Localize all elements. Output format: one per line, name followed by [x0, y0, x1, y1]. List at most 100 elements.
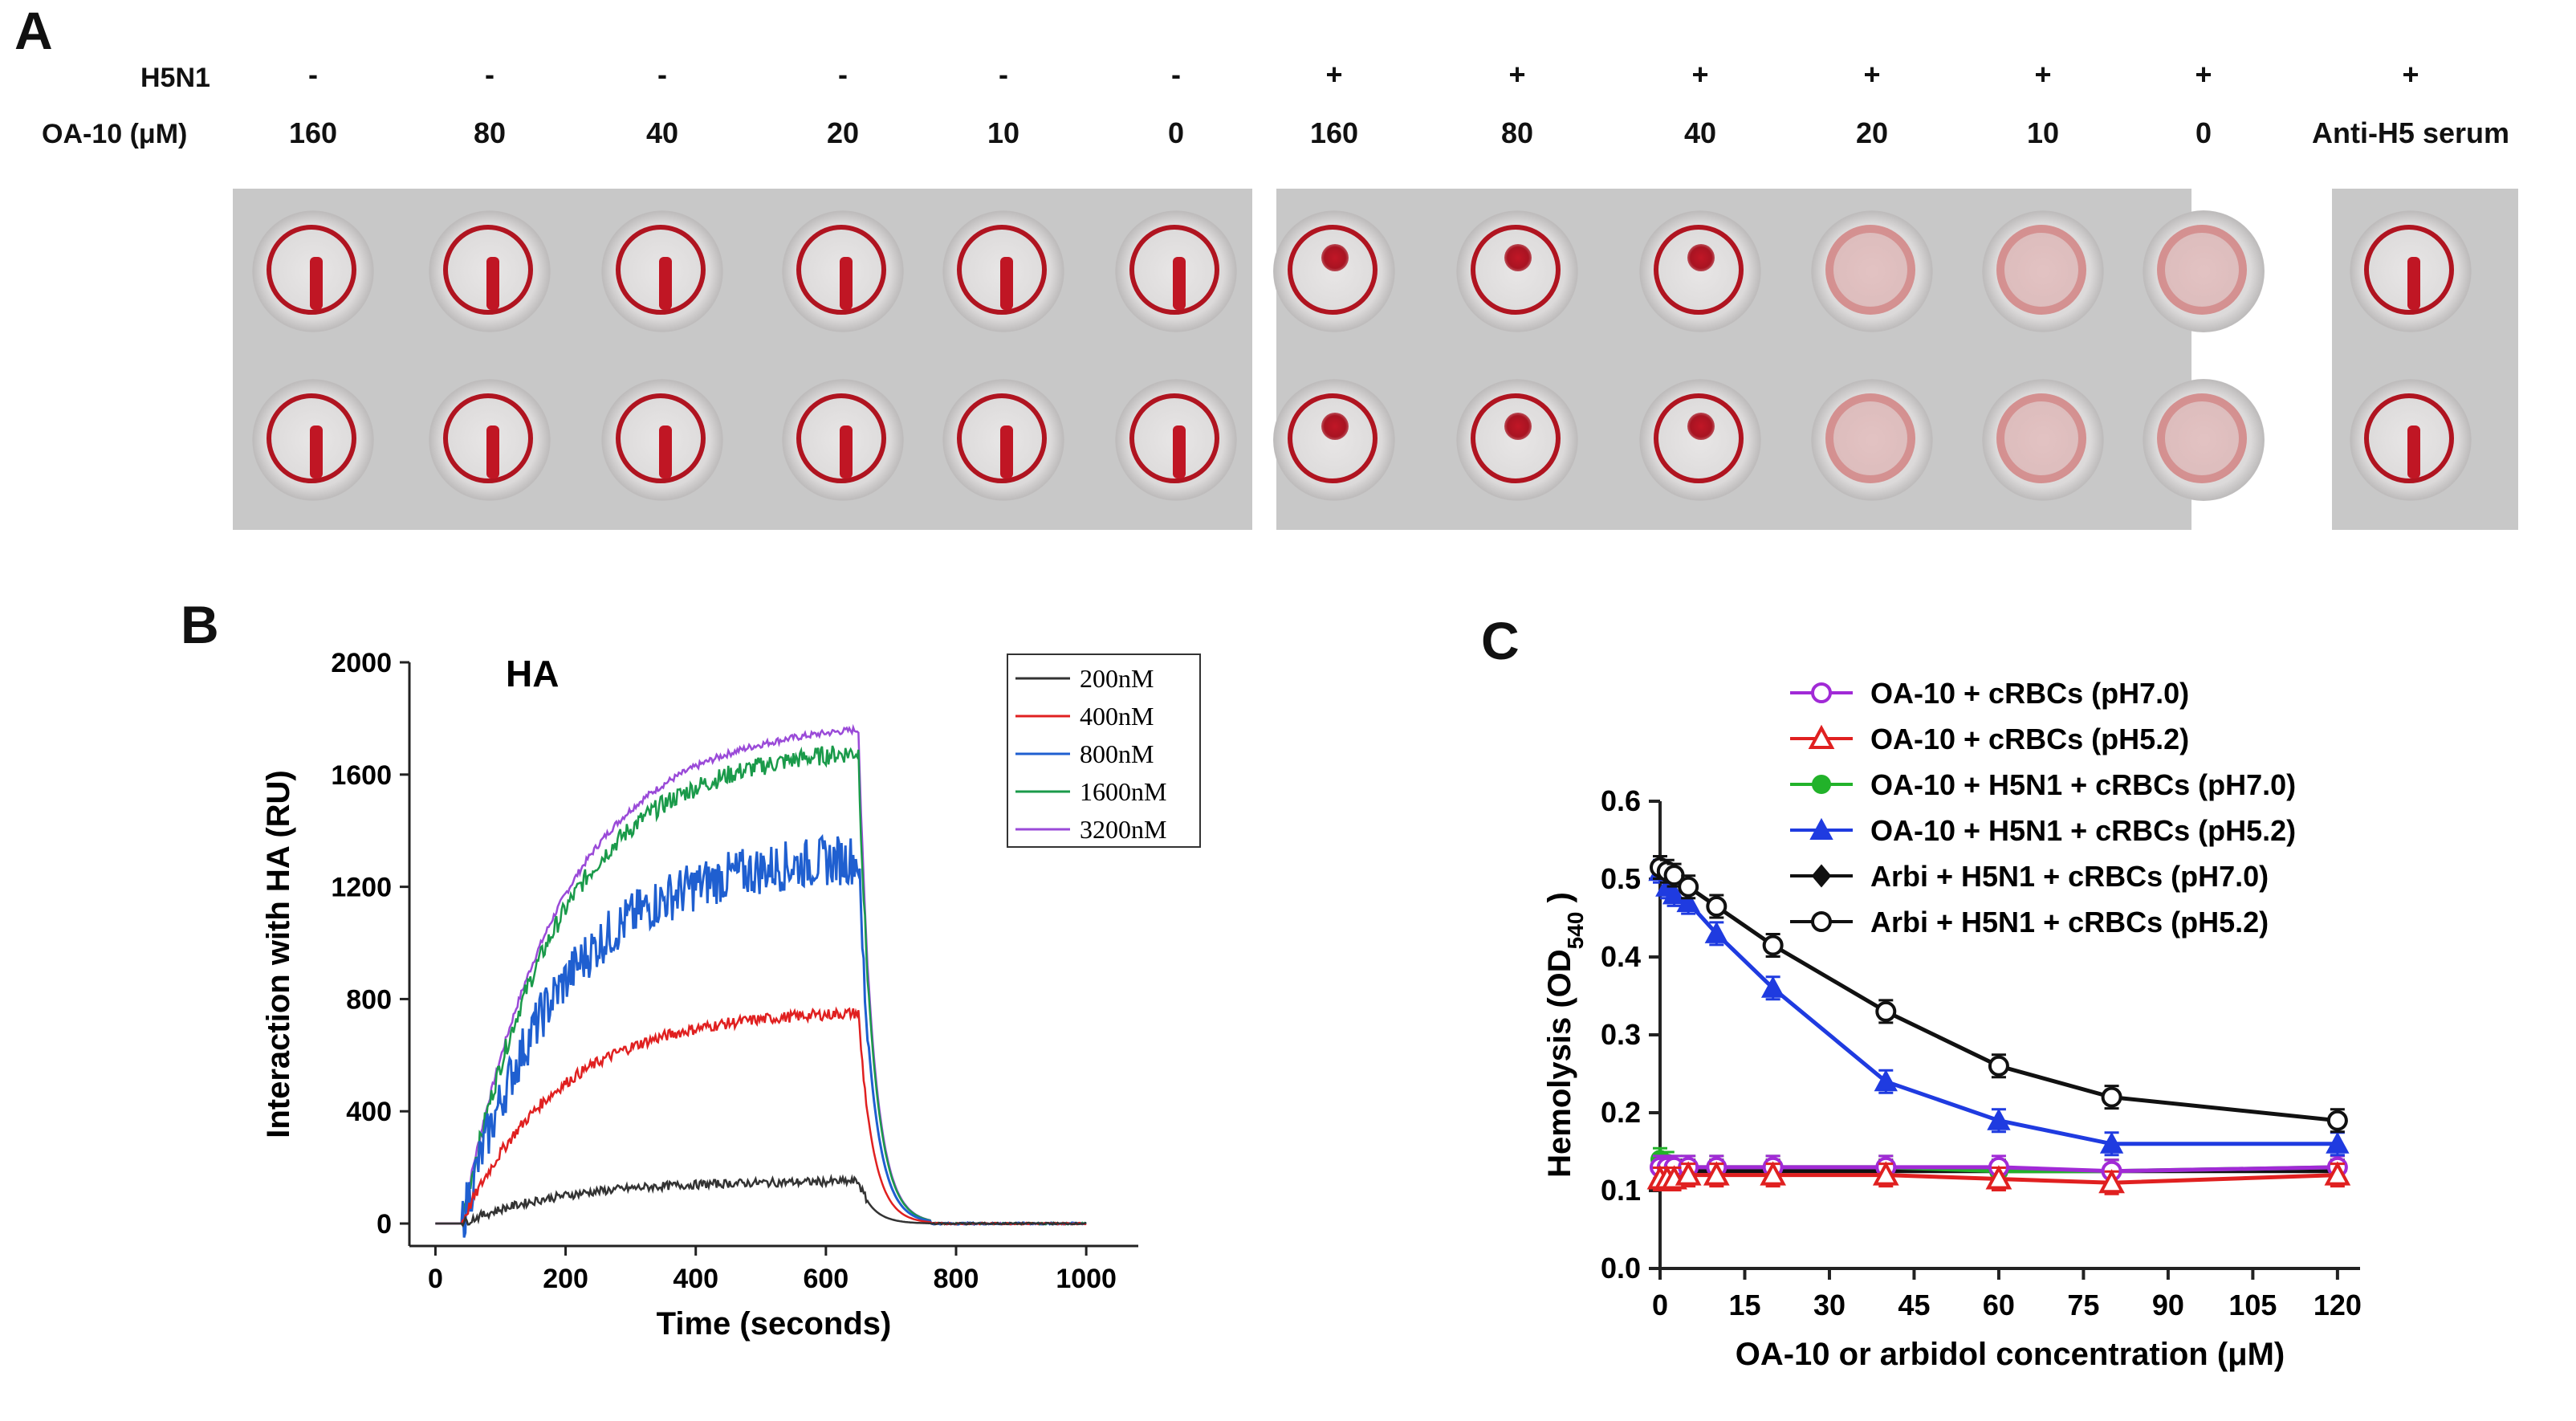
well: [2350, 210, 2472, 332]
h5n1-row-label: H5N1: [140, 63, 210, 93]
y-axis-label-close: ): [1542, 892, 1577, 911]
data-point: [2101, 1086, 2122, 1108]
y-axis-label-sub: 540: [1563, 912, 1588, 950]
well: [1811, 210, 1933, 332]
series-line-3200nM: [435, 723, 1087, 1226]
x-tick-label: 105: [2228, 1289, 2277, 1321]
data-point: [1675, 1161, 1702, 1186]
y-tick-label: 0.0: [1601, 1252, 1641, 1285]
virus-mark: -: [838, 58, 848, 91]
series-line-800nM: [435, 833, 1087, 1238]
concentration-label: 40: [645, 116, 679, 149]
x-tick-label: 0: [1652, 1289, 1668, 1321]
well: [1273, 210, 1395, 332]
y-axis-label: Interaction with HA (RU): [261, 770, 296, 1138]
panel-c-chart: 0 15 30 45 60 75 90 105 120 0.0 0.1 0.2 0.3 0.4 0.5 0.6…: [1542, 677, 2362, 1372]
virus-mark: +: [1508, 58, 1526, 91]
data-point: [1811, 864, 1832, 888]
data-point: [1662, 882, 1687, 905]
virus-mark: +: [2195, 58, 2212, 91]
concentration-label: 10: [987, 116, 1020, 149]
data-point: [1985, 1165, 2012, 1190]
x-tick-label: 75: [2067, 1289, 2099, 1321]
data-point: [1988, 1055, 2009, 1077]
data-point: [1762, 934, 1784, 956]
x-tick-label: 0: [428, 1264, 443, 1294]
y-tick-label: 2000: [331, 648, 392, 678]
well: [1639, 210, 1761, 332]
data-point: [2099, 1131, 2124, 1154]
y-tick-label: 0.5: [1601, 862, 1641, 895]
concentration-label: 0: [2195, 116, 2212, 149]
concentration-label: 20: [826, 116, 860, 149]
data-point: [1812, 775, 1831, 794]
legend-label: 800nM: [1080, 739, 1154, 768]
series-line-200nM: [435, 1174, 1087, 1228]
series-3: [1648, 858, 2350, 1157]
data-point: [2324, 1161, 2351, 1186]
series-1: [1646, 1161, 2351, 1195]
well: [1811, 379, 1933, 501]
well: [1456, 379, 1578, 501]
legend-label: 3200nM: [1080, 815, 1166, 844]
x-tick-label: 1000: [1056, 1264, 1117, 1294]
data-point: [1808, 724, 1835, 749]
concentration-label: 80: [1500, 116, 1534, 149]
legend-label: Arbi + H5N1 + cRBCs (pH7.0): [1870, 860, 2269, 893]
y-tick-label: 0.4: [1601, 940, 1641, 973]
concentration-label: 80: [473, 116, 507, 149]
x-axis-label: Time (seconds): [657, 1306, 892, 1342]
legend-label: OA-10 + cRBCs (pH7.0): [1870, 677, 2189, 710]
x-tick-label: 30: [1813, 1289, 1846, 1321]
virus-mark: -: [657, 58, 667, 91]
data-point: [1987, 1108, 2011, 1130]
y-tick-label: 400: [346, 1097, 392, 1127]
data-point: [1875, 1000, 1897, 1022]
well: [2350, 379, 2472, 501]
data-point: [1811, 911, 1832, 932]
concentration-label: 20: [1855, 116, 1889, 149]
well: [782, 379, 904, 501]
data-point: [2098, 1169, 2125, 1194]
well: [2143, 210, 2265, 332]
virus-mark: +: [2034, 58, 2052, 91]
data-point: [1872, 1161, 1899, 1186]
panel-c-letter: C: [1481, 611, 1520, 670]
legend-label: OA-10 + H5N1 + cRBCs (pH5.2): [1870, 814, 2296, 847]
chart-title: HA: [506, 653, 559, 694]
well: [601, 210, 723, 332]
series-line-400nM: [435, 1006, 1087, 1226]
y-tick-label: 0.6: [1601, 784, 1641, 817]
x-tick-label: 200: [543, 1264, 588, 1294]
x-axis-label: OA-10 or arbidol concentration (μM): [1736, 1337, 2285, 1372]
y-tick-label: 0.2: [1601, 1096, 1641, 1129]
virus-mark: -: [999, 58, 1008, 91]
data-point: [1874, 1069, 1898, 1092]
well: [601, 379, 723, 501]
data-point: [1704, 921, 1729, 943]
x-tick-label: 120: [2314, 1289, 2362, 1321]
legend-label: 1600nM: [1080, 777, 1166, 806]
data-point: [1760, 975, 1785, 998]
virus-mark: +: [1863, 58, 1881, 91]
x-tick-label: 90: [2152, 1289, 2184, 1321]
x-tick-label: 800: [934, 1264, 979, 1294]
y-axis-label: Hemolysis (OD540 ): [1542, 892, 1588, 1178]
series-line-1600nM: [435, 745, 1087, 1226]
well: [429, 379, 551, 501]
legend-label: OA-10 + cRBCs (pH5.2): [1870, 723, 2189, 755]
virus-mark: +: [1325, 58, 1343, 91]
oa10-row-label: OA-10 (μM): [42, 119, 188, 149]
well: [1115, 210, 1237, 332]
well: [1982, 210, 2104, 332]
well: [252, 379, 374, 501]
y-tick-label: 0.1: [1601, 1174, 1641, 1207]
x-tick-label: 400: [673, 1264, 718, 1294]
concentration-label: 160: [1309, 116, 1359, 149]
data-point: [1811, 682, 1832, 703]
series-5: [1650, 854, 2348, 1134]
well: [1273, 379, 1395, 501]
data-point: [1760, 1161, 1787, 1186]
legend-box: [1007, 653, 1201, 848]
data-point: [2326, 1131, 2350, 1154]
